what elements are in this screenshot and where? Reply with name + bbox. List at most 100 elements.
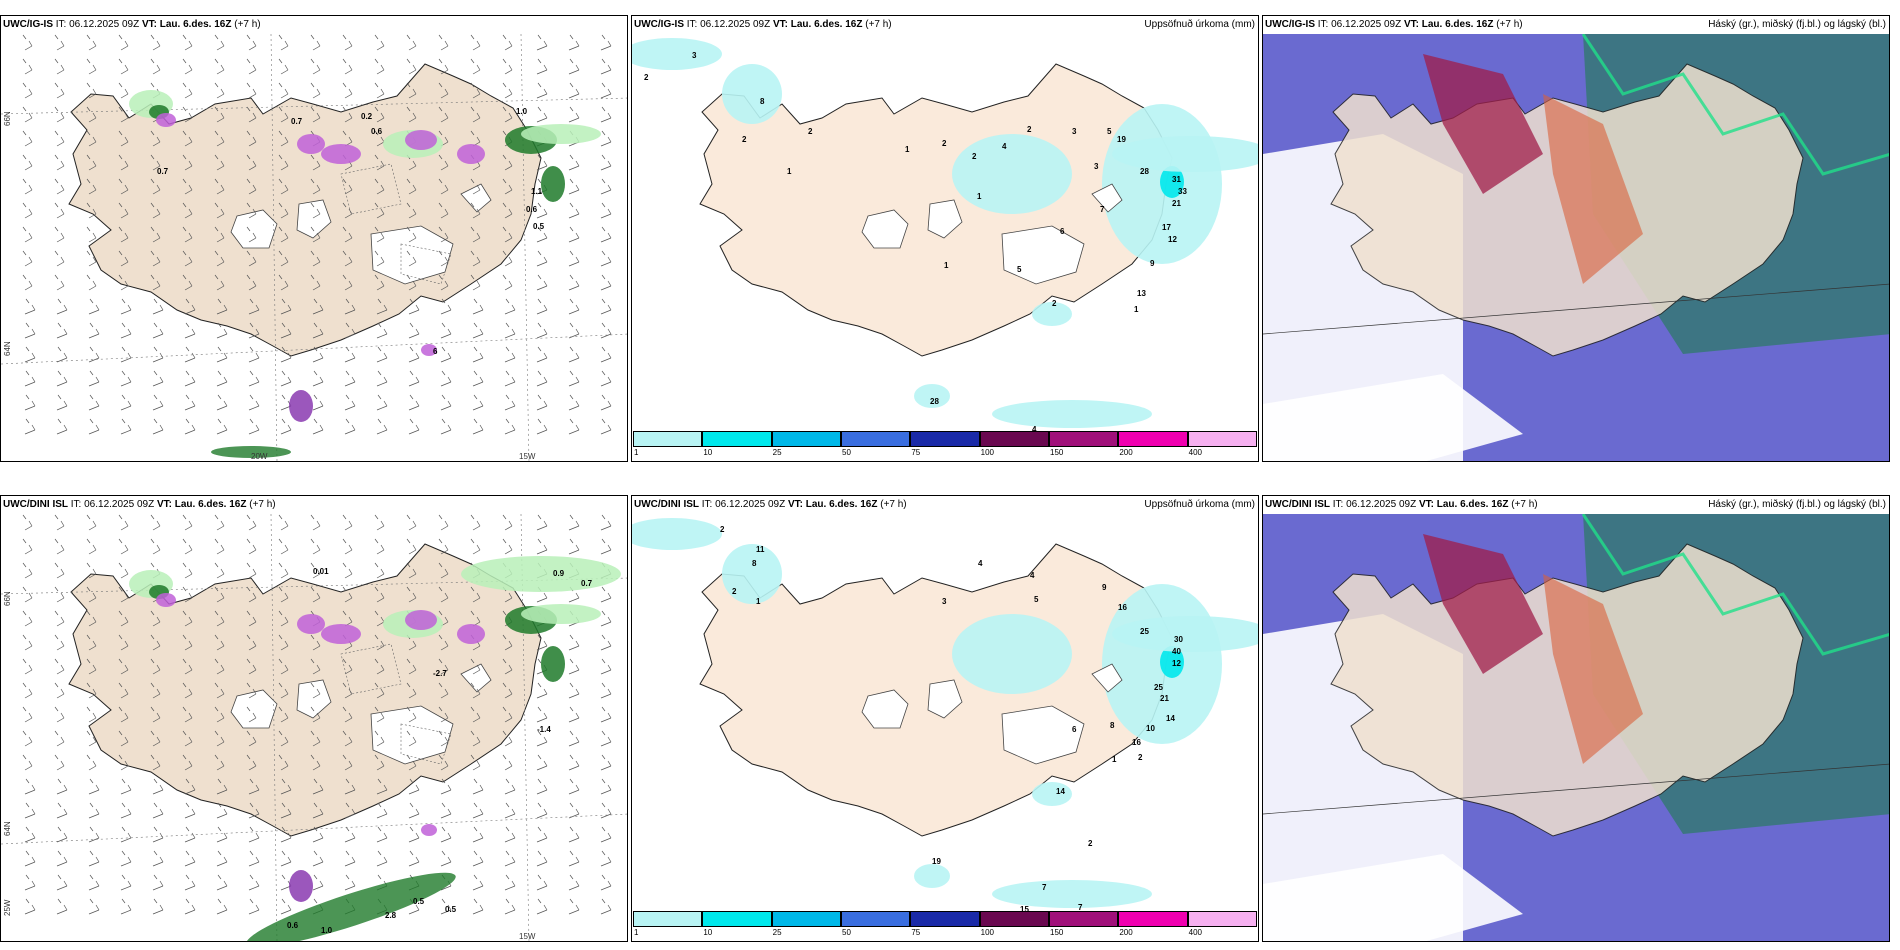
wind-barb — [568, 634, 580, 651]
panel-precip-top[interactable]: UWC/IG-IS IT: 06.12.2025 09Z VT: Lau. 6.… — [631, 15, 1259, 462]
wind-barb — [536, 538, 548, 555]
wind-barb — [344, 370, 356, 387]
wind-barb — [536, 514, 548, 531]
wind-barb — [280, 850, 292, 867]
precip-blob — [521, 604, 601, 624]
temp-label: 1.1 — [531, 187, 543, 196]
wind-barb — [54, 682, 65, 699]
wind-barb — [600, 82, 612, 99]
wind-barb — [184, 322, 196, 339]
wind-barb — [86, 586, 97, 603]
wind-barb — [536, 802, 548, 819]
panel-right-title: Háský (gr.), miðský (fj.bl.) og lágský (… — [1708, 499, 1886, 510]
wind-barb — [118, 682, 129, 699]
wind-barb — [88, 394, 100, 411]
wind-barb — [536, 34, 548, 51]
panel-precip-bottom[interactable]: UWC/DINI ISL IT: 06.12.2025 09Z VT: Lau.… — [631, 495, 1259, 942]
wind-barb — [536, 706, 548, 723]
wind-barb — [56, 802, 68, 819]
panel-title: UWC/IG-IS IT: 06.12.2025 09Z VT: Lau. 6.… — [1265, 19, 1523, 30]
wind-barb — [600, 658, 612, 675]
wind-barb — [408, 298, 420, 315]
wind-barb — [568, 754, 580, 771]
wind-barb — [54, 706, 65, 723]
wind-barb — [600, 346, 612, 363]
wind-barb — [214, 538, 225, 555]
temp-label: 1.0 — [516, 107, 528, 116]
wind-barb — [182, 106, 193, 123]
precip-blob — [405, 610, 437, 630]
precip-label: 1 — [1112, 755, 1117, 764]
wind-barb — [342, 538, 353, 555]
panel-wind-top[interactable]: UWC/IG-IS IT: 06.12.2025 09Z VT: Lau. 6.… — [0, 15, 628, 462]
wind-barb — [24, 826, 36, 843]
glacier — [460, 183, 492, 213]
precip-label: 8 — [752, 559, 757, 568]
panel-wind-bottom[interactable]: UWC/DINI ISL IT: 06.12.2025 09Z VT: Lau.… — [0, 495, 628, 942]
wind-barb — [280, 346, 292, 363]
wind-barb — [502, 730, 513, 747]
panel-cloud-bottom[interactable]: UWC/DINI ISL IT: 06.12.2025 09Z VT: Lau.… — [1262, 495, 1890, 942]
glacier — [230, 689, 278, 729]
panel-right-title: Uppsöfnuð úrkoma (mm) — [1144, 499, 1255, 510]
wind-barb — [22, 82, 33, 99]
wind-barb — [120, 898, 132, 915]
wind-barb — [184, 850, 196, 867]
colorbar-segment — [771, 431, 841, 447]
wind-barb — [22, 682, 33, 699]
wind-barb — [536, 394, 548, 411]
wind-barb — [568, 514, 580, 531]
precip-label: 7 — [1042, 883, 1047, 892]
wind-barb — [438, 634, 449, 651]
wind-barb — [408, 850, 420, 867]
wind-barb — [470, 658, 481, 675]
wind-barb — [536, 82, 548, 99]
wind-barb — [440, 418, 452, 435]
temp-labels: 0.01 0.9 0.7 -2.7 -1.4 0.5 0.5 2.8 1.0 0… — [287, 567, 593, 935]
wind-barb — [86, 82, 97, 99]
precip-label: 2 — [808, 127, 813, 136]
wind-barb — [86, 154, 97, 171]
wind-barb — [310, 58, 321, 75]
wind-barb — [56, 322, 68, 339]
wind-barb — [278, 634, 289, 651]
colorbar-segment — [1187, 911, 1257, 927]
cloud-edge — [1581, 34, 1889, 176]
wind-barb — [280, 802, 292, 819]
precip-label: 3 — [1094, 162, 1099, 171]
wind-barb — [248, 826, 260, 843]
wind-barb — [152, 802, 164, 819]
wind-barb — [470, 34, 481, 51]
wind-barb — [374, 130, 385, 147]
wind-barb — [376, 346, 388, 363]
wind-barb — [182, 202, 193, 219]
wind-barb — [502, 154, 513, 171]
wind-barb — [280, 898, 292, 915]
wind-barb — [152, 322, 164, 339]
wind-barb — [182, 754, 193, 771]
wind-barb — [118, 562, 129, 579]
clear-sky — [1263, 854, 1523, 941]
wind-barb — [470, 106, 481, 123]
wind-barb — [214, 658, 225, 675]
wind-barb — [312, 298, 324, 315]
wind-barb — [88, 370, 100, 387]
wind-barb — [184, 370, 196, 387]
wind-barb — [118, 586, 129, 603]
wind-barb — [214, 106, 225, 123]
wind-barb — [278, 202, 289, 219]
precip-label: 31 — [1172, 175, 1181, 184]
wind-barb — [472, 850, 484, 867]
colorbar-label: 25 — [772, 928, 782, 937]
precip-blob — [289, 870, 313, 902]
wind-barb — [246, 514, 257, 531]
wind-barb — [56, 346, 68, 363]
wind-barb — [600, 874, 612, 891]
hatch-area — [340, 163, 452, 285]
wind-barb — [118, 106, 129, 123]
wind-barb — [568, 778, 580, 795]
wind-barb — [312, 826, 324, 843]
wind-barb — [54, 154, 65, 171]
panel-cloud-top[interactable]: UWC/IG-IS IT: 06.12.2025 09Z VT: Lau. 6.… — [1262, 15, 1890, 462]
cloud-layer — [1423, 54, 1543, 194]
